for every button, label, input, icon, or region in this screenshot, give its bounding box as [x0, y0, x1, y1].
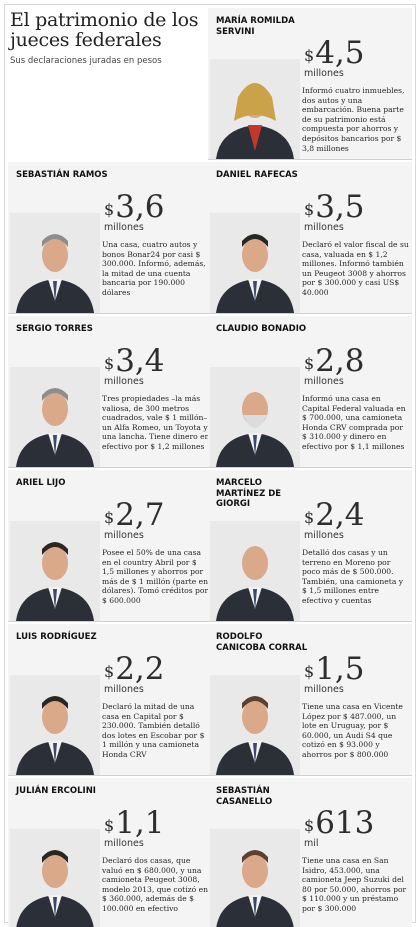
currency-symbol: $: [104, 354, 115, 373]
amount-unit: millones: [304, 222, 344, 233]
judge-portrait: [210, 59, 300, 159]
amount-value: 4,5: [315, 35, 365, 71]
amount-value: 3,6: [115, 189, 165, 225]
amount-unit: millones: [304, 376, 344, 387]
judge-card-ercolini: JULIÁN ERCOLINI $1,1 millones Declaró do…: [8, 778, 212, 927]
judge-name: ARIEL LIJO: [16, 478, 66, 488]
page-subtitle: Sus declaraciones juradas en pesos: [10, 56, 162, 66]
judge-description: Tiene una casa en Vicente López por $ 48…: [302, 702, 403, 759]
judge-card-servini: MARÍA ROMILDA SERVINI $4,5 millones Info…: [208, 8, 412, 160]
amount-value: 2,8: [315, 343, 365, 379]
amount-unit: millones: [104, 838, 144, 849]
judge-portrait: [10, 829, 100, 927]
judge-card-rodriguez: LUIS RODRÍGUEZ $2,2 millones Declaró la …: [8, 624, 212, 776]
judge-description: Posee el 50% de una casa en el country A…: [102, 548, 209, 605]
infographic-header: El patrimonio de los jueces federales Su…: [10, 10, 202, 66]
amount-value: 1,1: [115, 805, 165, 841]
judge-amount: $3,6: [104, 192, 165, 225]
judge-card-torres: SERGIO TORRES $3,4 millones Tres propied…: [8, 316, 212, 468]
currency-symbol: $: [304, 354, 315, 373]
amount-unit: millones: [104, 684, 144, 695]
judge-amount: $1,1: [104, 808, 165, 841]
judge-name: MARCELO MARTÍNEZ DE GIORGI: [216, 478, 282, 509]
judge-amount: $613: [304, 808, 374, 841]
judge-amount: $2,2: [104, 654, 165, 687]
judge-card-ramos: SEBASTIÁN RAMOS $3,6 millones Una casa, …: [8, 162, 212, 314]
judge-name: JULIÁN ERCOLINI: [16, 786, 96, 796]
judge-description: Tiene una casa en San Isidro, 453.000, u…: [302, 856, 407, 913]
judge-description: Declaró el valor fiscal de su casa, valu…: [302, 240, 409, 297]
amount-value: 1,5: [315, 651, 365, 687]
currency-symbol: $: [104, 662, 115, 681]
judge-name: SEBASTIÁN CASANELLO: [216, 786, 273, 807]
amount-value: 2,7: [115, 497, 165, 533]
judge-amount: $1,5: [304, 654, 365, 687]
judge-name: SERGIO TORRES: [16, 324, 93, 334]
judge-card-bonadio: CLAUDIO BONADIO $2,8 millones Informó un…: [208, 316, 412, 468]
currency-symbol: $: [304, 662, 315, 681]
judge-portrait: [10, 521, 100, 621]
amount-value: 3,5: [315, 189, 365, 225]
judge-name: MARÍA ROMILDA SERVINI: [216, 16, 295, 37]
judge-name: RODOLFO CANICOBA CORRAL: [216, 632, 308, 653]
amount-unit: millones: [104, 530, 144, 541]
page-title: El patrimonio de los jueces federales: [10, 9, 199, 51]
judge-portrait: [210, 367, 300, 467]
judge-description: Declaró dos casas, que valuó en $ 680.00…: [102, 856, 209, 913]
judge-description: Detalló dos casas y un terreno en Moreno…: [302, 548, 404, 605]
amount-value: 2,2: [115, 651, 165, 687]
judge-amount: $4,5: [304, 38, 365, 71]
judge-amount: $3,5: [304, 192, 365, 225]
currency-symbol: $: [304, 508, 315, 527]
judge-name: CLAUDIO BONADIO: [216, 324, 307, 334]
amount-unit: millones: [104, 222, 144, 233]
judge-portrait: [10, 367, 100, 467]
currency-symbol: $: [304, 46, 315, 65]
judge-description: Una casa, cuatro autos y bonos Bonar24 p…: [102, 240, 206, 297]
amount-unit: mil: [304, 838, 319, 849]
judge-portrait: [210, 213, 300, 313]
judge-portrait: [210, 521, 300, 621]
judge-portrait: [210, 675, 300, 775]
judge-portrait: [210, 829, 300, 927]
judge-amount: $3,4: [104, 346, 165, 379]
judge-description: Declaró la mitad de una casa en Capital …: [102, 702, 205, 759]
amount-unit: millones: [304, 530, 344, 541]
judge-name: DANIEL RAFECAS: [216, 170, 298, 180]
currency-symbol: $: [104, 816, 115, 835]
judge-card-casanello: SEBASTIÁN CASANELLO $613 mil Tiene una c…: [208, 778, 412, 927]
judge-card-lijo: ARIEL LIJO $2,7 millones Posee el 50% de…: [8, 470, 212, 622]
amount-value: 613: [315, 805, 375, 841]
currency-symbol: $: [104, 200, 115, 219]
judge-portrait: [10, 213, 100, 313]
judge-amount: $2,8: [304, 346, 365, 379]
amount-unit: millones: [304, 684, 344, 695]
judge-description: Tres propiedades –la más valiosa, de 300…: [102, 394, 210, 451]
currency-symbol: $: [304, 200, 315, 219]
judge-description: Informó una casa en Capital Federal valu…: [302, 394, 406, 451]
judge-name: LUIS RODRÍGUEZ: [16, 632, 97, 642]
judge-card-rafecas: DANIEL RAFECAS $3,5 millones Declaró el …: [208, 162, 412, 314]
judge-description: Informó cuatro inmuebles, dos autos y un…: [302, 86, 405, 153]
judge-portrait: [10, 675, 100, 775]
judge-amount: $2,7: [104, 500, 165, 533]
judge-name: SEBASTIÁN RAMOS: [16, 170, 108, 180]
currency-symbol: $: [104, 508, 115, 527]
judge-amount: $2,4: [304, 500, 365, 533]
amount-unit: millones: [104, 376, 144, 387]
judge-card-martinez-de-giorgi: MARCELO MARTÍNEZ DE GIORGI $2,4 millones…: [208, 470, 412, 622]
amount-value: 2,4: [315, 497, 365, 533]
judge-card-canicoba-corral: RODOLFO CANICOBA CORRAL $1,5 millones Ti…: [208, 624, 412, 776]
amount-value: 3,4: [115, 343, 165, 379]
amount-unit: millones: [304, 68, 344, 79]
currency-symbol: $: [304, 816, 315, 835]
